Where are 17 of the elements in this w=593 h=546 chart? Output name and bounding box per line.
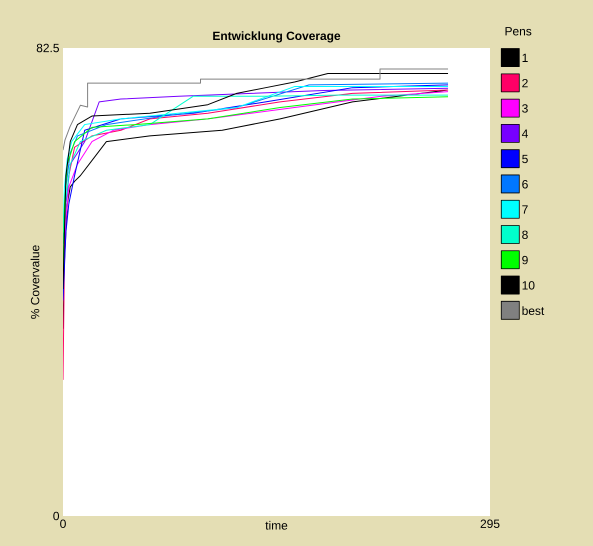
legend-label: 7 — [522, 205, 528, 214]
legend-label: 5 — [522, 154, 528, 164]
legend-label: 2 — [522, 78, 528, 88]
legend-label: 9 — [522, 256, 528, 264]
x-tick-label: 295 — [480, 520, 500, 528]
legend-label: 4 — [522, 130, 528, 138]
legend-label: 6 — [522, 180, 528, 188]
legend-label: best — [522, 306, 544, 316]
legend-label: 8 — [522, 230, 528, 240]
y-axis-title: % Covervalue — [30, 245, 40, 319]
chart-title: Entwicklung Coverage — [213, 31, 340, 42]
legend-label: 10 — [522, 281, 535, 290]
legend-title: Pens — [506, 27, 532, 36]
y-tick-label: 82.5 — [36, 44, 59, 52]
legend-label: 1 — [522, 54, 528, 62]
legend-label: 3 — [522, 104, 528, 113]
x-axis-title: time — [265, 520, 288, 530]
